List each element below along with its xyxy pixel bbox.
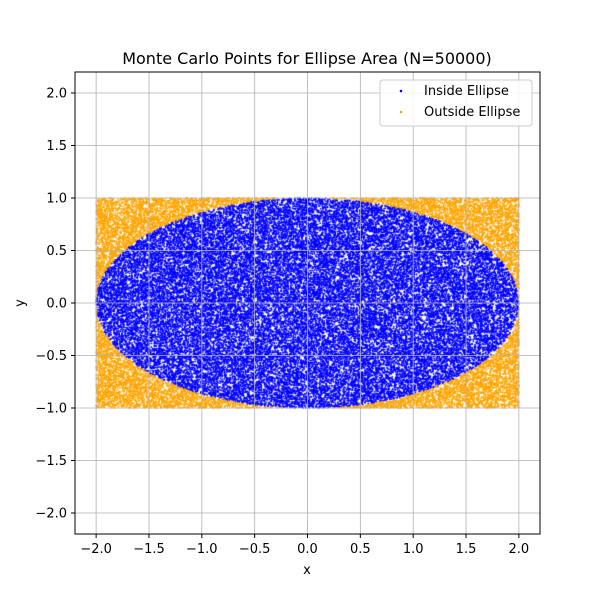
x-tick-label: 0.5 <box>350 542 371 557</box>
y-tick-label: 1.5 <box>46 139 67 154</box>
y-axis-label: y <box>13 299 28 307</box>
legend-marker-inside <box>399 89 403 93</box>
x-tick-label: 1.5 <box>456 542 477 557</box>
y-axis-ticks: −2.0 −1.5 −1.0 −0.5 0.0 0.5 1.0 1.5 2.0 <box>35 87 75 522</box>
y-tick-label: 0.5 <box>46 244 67 259</box>
grid-lines <box>75 72 540 534</box>
x-tick-label: −1.0 <box>186 542 218 557</box>
legend-label-inside: Inside Ellipse <box>424 84 509 99</box>
y-tick-label: −0.5 <box>35 349 67 364</box>
x-tick-label: −2.0 <box>80 542 112 557</box>
x-tick-label: 1.0 <box>403 542 424 557</box>
y-tick-label: 2.0 <box>46 87 67 102</box>
y-tick-label: 1.0 <box>46 192 67 207</box>
plot-area: −2.0 −1.5 −1.0 −0.5 0.0 0.5 1.0 1.5 2.0 −2.0 −1.5… <box>35 71 541 557</box>
x-tick-label: −0.5 <box>239 542 271 557</box>
x-tick-label: 0.0 <box>297 542 318 557</box>
y-tick-label: 0.0 <box>46 297 67 312</box>
x-tick-label: −1.5 <box>133 542 165 557</box>
legend-marker-outside <box>399 110 403 114</box>
x-tick-label: 2.0 <box>509 542 530 557</box>
x-axis-ticks: −2.0 −1.5 −1.0 −0.5 0.0 0.5 1.0 1.5 2.0 <box>80 534 529 557</box>
legend-box <box>379 79 533 127</box>
y-tick-label: −1.0 <box>35 402 67 417</box>
chart-title: Monte Carlo Points for Ellipse Area (N=5… <box>122 49 492 68</box>
y-tick-label: −1.5 <box>35 454 67 469</box>
y-tick-label: −2.0 <box>35 507 67 522</box>
x-axis-label: x <box>303 563 311 578</box>
legend-label-outside: Outside Ellipse <box>424 105 520 120</box>
legend: Inside Ellipse Outside Ellipse <box>379 79 533 127</box>
